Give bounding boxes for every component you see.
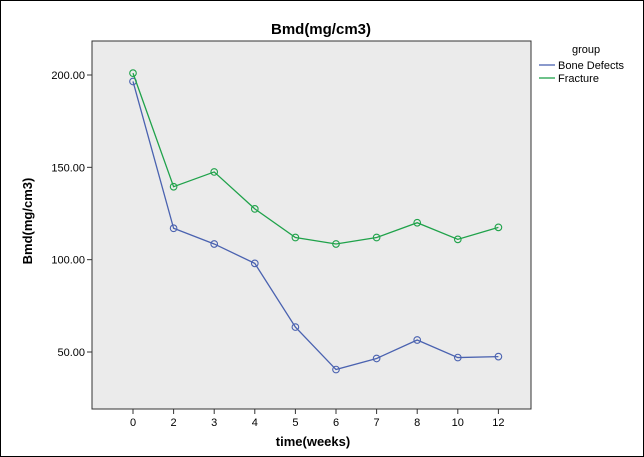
plot-area [91,40,532,410]
data-point-fracture [453,235,462,244]
data-point-fracture [210,168,219,176]
y-tick-label: 50.00 [57,347,85,359]
x-tick-label: 3 [211,417,217,429]
chart-title: Bmd(mg/cm3) [271,21,371,38]
y-tick-label: 150.00 [51,162,85,174]
data-point-fracture [169,182,178,191]
legend-label-fracture: Fracture [558,73,599,85]
x-tick-label: 0 [130,417,136,429]
data-point-bone-defects [169,224,178,233]
data-point-bone-defects [494,352,503,361]
data-point-fracture [129,69,137,78]
data-point-fracture [494,223,503,232]
data-point-bone-defects [250,259,259,268]
y-axis-ticks: 50.00 100.00 150.00 200.00 [51,70,92,359]
data-point-fracture [332,240,340,248]
data-point-bone-defects [332,365,340,374]
legend-label-bone-defects: Bone Defects [558,60,625,72]
y-tick-label: 100.00 [51,255,85,267]
series-layer [129,69,503,374]
x-tick-label: 5 [292,417,298,429]
x-tick-label: 4 [252,417,258,429]
x-tick-label: 12 [492,417,504,429]
x-tick-label: 10 [452,417,464,429]
series-line-bone-defects [132,81,499,371]
data-point-fracture [291,233,300,242]
data-point-bone-defects [453,353,462,362]
series-line-fracture [132,72,499,245]
data-point-fracture [413,218,422,227]
data-point-bone-defects [372,354,381,363]
x-axis-ticks: 0 2 3 4 5 6 7 8 10 12 [130,409,505,429]
x-tick-label: 2 [171,417,177,429]
x-tick-label: 8 [414,417,420,429]
data-point-bone-defects [210,240,219,248]
data-point-bone-defects [291,323,300,331]
x-axis-label: time(weeks) [276,434,350,449]
y-tick-label: 200.00 [51,70,85,82]
y-axis-label: Bmd(mg/cm3) [20,178,35,265]
data-point-fracture [372,233,381,242]
data-point-fracture [250,205,259,213]
data-point-bone-defects [413,336,422,344]
x-tick-label: 7 [374,417,380,429]
legend-title: group [572,44,600,56]
x-tick-label: 6 [333,417,339,429]
legend: group Bone Defects Fracture [539,44,625,85]
